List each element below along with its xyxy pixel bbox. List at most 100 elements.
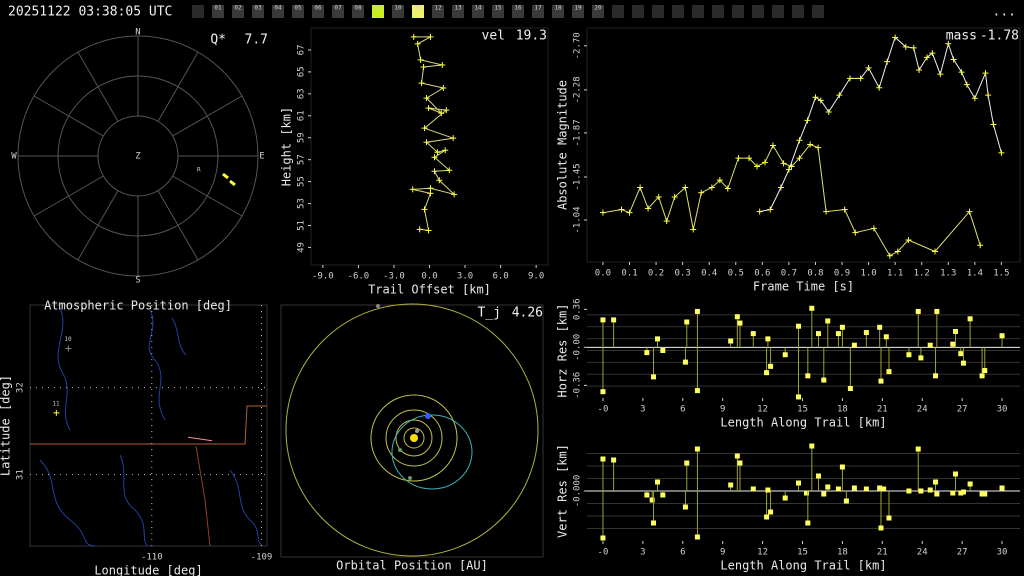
residual-point xyxy=(952,471,958,477)
point-marker xyxy=(777,184,784,191)
point-marker xyxy=(434,149,441,156)
x-tick-label: 27 xyxy=(957,405,968,415)
residual-point xyxy=(782,352,788,358)
point-marker xyxy=(780,160,787,167)
residual-point xyxy=(655,336,661,342)
point-marker xyxy=(966,208,973,215)
residual-point xyxy=(878,525,884,531)
point-marker xyxy=(998,149,1005,156)
direction-label: N xyxy=(135,28,140,38)
residual-point xyxy=(958,490,964,496)
x-tick-label: 1.3 xyxy=(940,269,956,279)
camera-tile[interactable] xyxy=(412,5,424,18)
residual-point xyxy=(877,324,883,330)
y-tick-label: 55 xyxy=(297,176,307,187)
camera-tile xyxy=(672,5,684,18)
point-marker xyxy=(439,61,446,68)
residual-point xyxy=(952,329,958,334)
residual-point xyxy=(847,386,853,391)
residual-point xyxy=(600,456,606,462)
point-marker xyxy=(846,75,853,82)
camera-tile[interactable] xyxy=(552,5,564,18)
residual-point xyxy=(863,486,869,492)
point-marker xyxy=(420,63,427,70)
camera-tile[interactable] xyxy=(272,5,284,18)
camera-tile xyxy=(652,5,664,18)
camera-tile[interactable] xyxy=(252,5,264,18)
residual-point xyxy=(764,514,770,520)
stat-value: 19.3 xyxy=(516,29,547,44)
camera-tile[interactable] xyxy=(312,5,324,18)
residual-point xyxy=(805,520,811,526)
point-marker xyxy=(910,44,917,51)
residual-point xyxy=(611,457,617,463)
camera-tile[interactable] xyxy=(452,5,464,18)
point-marker xyxy=(414,40,421,47)
y-tick-label: -0.00 xyxy=(573,334,583,361)
residual-point xyxy=(839,324,845,330)
residual-point xyxy=(821,377,827,383)
camera-tile[interactable] xyxy=(472,5,484,18)
camera-tile[interactable] xyxy=(432,5,444,18)
residual-point xyxy=(950,490,956,496)
residual-point xyxy=(883,334,889,340)
residual-point xyxy=(750,486,756,492)
residual-point xyxy=(825,484,831,490)
residual-point xyxy=(918,488,924,494)
trail-label: R xyxy=(197,167,201,174)
residual-point xyxy=(768,509,774,515)
point-marker xyxy=(708,184,715,191)
residual-point xyxy=(815,473,821,479)
camera-tile xyxy=(192,5,204,18)
residual-point xyxy=(805,373,811,379)
point-marker xyxy=(440,85,447,92)
y-axis-label: Latitude [deg] xyxy=(0,375,13,476)
point-marker xyxy=(865,64,872,71)
point-marker xyxy=(977,242,984,249)
camera-tile[interactable] xyxy=(352,5,364,18)
residual-point xyxy=(877,485,883,491)
camera-tile[interactable] xyxy=(332,5,344,18)
x-tick-label: 21 xyxy=(877,405,888,415)
plot-frame xyxy=(310,27,549,266)
polar-spoke xyxy=(157,190,199,261)
camera-tile[interactable] xyxy=(532,5,544,18)
y-tick-label: 49 xyxy=(297,242,307,253)
camera-label: 13 xyxy=(454,5,462,12)
camera-tile[interactable] xyxy=(592,5,604,18)
camera-tile xyxy=(812,5,824,18)
residual-point xyxy=(863,330,869,336)
residual-point xyxy=(764,370,770,376)
x-tick-label: 9 xyxy=(720,548,725,558)
camera-label: 18 xyxy=(554,5,562,12)
residual-point xyxy=(933,479,939,485)
point-marker xyxy=(958,69,965,76)
x-tick-label: 0.8 xyxy=(807,269,823,279)
point-marker xyxy=(812,94,819,101)
x-tick-label: 0.2 xyxy=(648,269,664,279)
residual-point xyxy=(933,373,939,379)
point-marker xyxy=(937,71,944,78)
camera-tile[interactable] xyxy=(572,5,584,18)
y-tick-label: 53 xyxy=(297,198,307,209)
y-tick-label: 32 xyxy=(16,382,26,393)
camera-tile[interactable] xyxy=(492,5,504,18)
point-marker xyxy=(916,66,923,73)
camera-tile[interactable] xyxy=(512,5,524,18)
y-axis-label: Height [km] xyxy=(280,107,294,186)
point-marker xyxy=(796,155,803,162)
residual-point xyxy=(600,317,606,323)
polar-spoke xyxy=(157,51,199,122)
camera-tile[interactable] xyxy=(232,5,244,18)
menu-button[interactable]: ... xyxy=(993,5,1016,20)
camera-tile[interactable] xyxy=(392,5,404,18)
y-tick-label: -1.45 xyxy=(573,163,583,190)
direction-label: Z xyxy=(135,152,141,162)
point-marker xyxy=(626,209,633,216)
camera-tile[interactable] xyxy=(292,5,304,18)
point-marker xyxy=(945,40,952,47)
y-tick-label: 31 xyxy=(16,469,26,480)
point-marker xyxy=(410,33,417,40)
camera-tile[interactable] xyxy=(372,5,384,18)
camera-tile[interactable] xyxy=(212,5,224,18)
